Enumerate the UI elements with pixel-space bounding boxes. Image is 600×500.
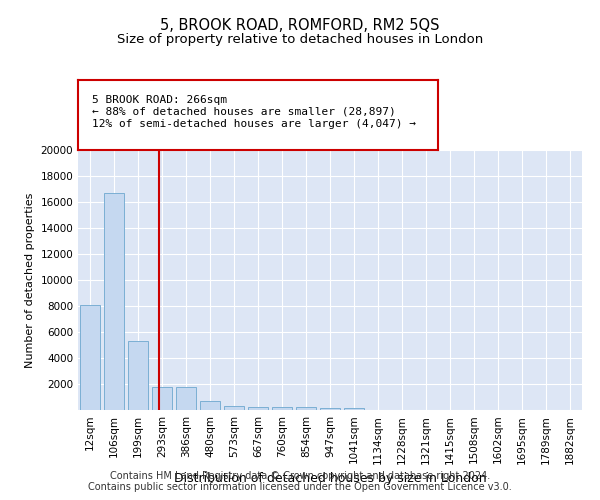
Bar [248,407,268,410]
Text: Size of property relative to detached houses in London: Size of property relative to detached ho… [117,32,483,46]
Text: Contains HM Land Registry data © Crown copyright and database right 2024.
Contai: Contains HM Land Registry data © Crown c… [88,471,512,492]
Bar [272,408,292,410]
Bar [320,408,340,410]
Text: 5 BROOK ROAD: 266sqm
← 88% of detached houses are smaller (28,897)
12% of semi-d: 5 BROOK ROAD: 266sqm ← 88% of detached h… [92,96,416,128]
Bar [152,387,172,410]
Text: 5, BROOK ROAD, ROMFORD, RM2 5QS: 5, BROOK ROAD, ROMFORD, RM2 5QS [160,18,440,32]
Bar [128,341,148,410]
Bar [104,193,124,410]
Bar [296,408,316,410]
Bar [344,408,364,410]
Bar [224,406,244,410]
Bar [80,304,100,410]
Bar [176,387,196,410]
X-axis label: Distribution of detached houses by size in London: Distribution of detached houses by size … [173,472,487,485]
Bar [200,401,220,410]
Y-axis label: Number of detached properties: Number of detached properties [25,192,35,368]
